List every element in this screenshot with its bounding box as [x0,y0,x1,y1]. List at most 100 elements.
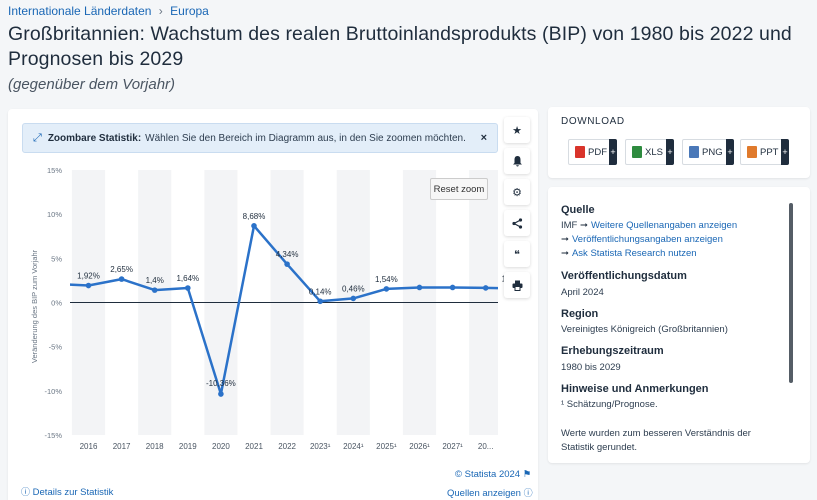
x-tick-label: 20... [478,442,494,451]
download-png-button[interactable]: PNG + [682,139,734,165]
data-point [383,286,390,292]
source-link-more[interactable]: IMF ➞ Weitere Quellenangaben anzeigen [561,220,737,231]
reset-zoom-button[interactable]: Reset zoom [430,178,488,200]
xls-file-icon [632,146,642,158]
notes-value-rounding: Werte wurden zum besseren Verständnis de… [561,428,751,453]
x-tick-label: 2022 [278,442,296,451]
details-link-label: Details zur Statistik [32,487,114,498]
chart-toolbar: ★ ⚙ ❝ [504,117,538,303]
y-axis-label: Veränderung des BIP zum Vorjahr [30,249,39,363]
info-card: Quelle IMF ➞ Weitere Quellenangaben anzei… [548,187,810,463]
zoom-banner-text: Wählen Sie den Bereich im Diagramm aus, … [145,132,466,144]
chart-area[interactable]: 15% 10% 5% 0% -5% -10% -15% Veränderung des BIP… [8,109,504,459]
data-label: -10,36% [206,379,236,388]
zoom-banner: ⤢ Zoombare Statistik: Wählen Sie den Ber… [22,123,498,153]
publication-value: April 2024 [561,287,604,298]
data-label: 2,65% [110,265,133,274]
data-label: 1,54% [375,275,398,284]
statista-credit[interactable]: © Statista 2024 ⚑ [455,469,532,480]
download-pdf-label: PDF [588,146,607,158]
print-icon[interactable] [504,272,530,298]
download-header: DOWNLOAD [561,116,625,127]
data-point [284,261,290,267]
download-xls-button[interactable]: XLS + [625,139,674,165]
gear-icon[interactable]: ⚙ [504,179,530,205]
bell-icon[interactable] [504,148,530,174]
region-heading: Region [561,308,599,320]
data-point [185,285,191,291]
y-tick-label: -15% [44,431,62,440]
x-tick-label: 2019 [179,442,197,451]
y-tick-label: 0% [51,299,62,308]
data-point [151,287,158,293]
download-xls-label: XLS [645,146,663,158]
region-value: Vereinigtes Königreich (Großbritannien) [561,324,728,335]
data-point [218,391,224,397]
source-link-more-label: Weitere Quellenangaben anzeigen [590,220,738,231]
info-circle-icon: ⓘ [21,487,31,497]
png-file-icon [689,146,699,158]
period-heading: Erhebungszeitraum [561,345,664,357]
chart-card: ⤢ Zoombare Statistik: Wählen Sie den Ber… [8,109,538,500]
x-tick-label: 2023¹ [310,442,331,451]
data-label: 1,64% [176,274,199,283]
breadcrumb-link-laenderdaten[interactable]: Internationale Länderdaten [8,4,152,18]
data-label: 8,68% [243,212,266,221]
info-scrollbar[interactable] [789,203,793,383]
details-link[interactable]: ⓘ Details zur Statistik [21,485,113,498]
info-circle-icon: ⓘ [523,488,533,498]
download-card: DOWNLOAD PDF + XLS + PNG + PPT + [548,107,810,178]
download-pdf-button[interactable]: PDF + [568,139,617,165]
data-point [449,284,456,291]
source-link-publication[interactable]: ➞ Veröffentlichungsangaben anzeigen [561,234,723,245]
publication-heading: Veröffentlichungsdatum [561,270,687,282]
data-label: 4,34% [276,250,299,259]
plus-icon: + [666,139,674,165]
sources-link[interactable]: Quellen anzeigen ⓘ [447,486,533,499]
data-label: 1,6% [502,274,504,283]
share-icon[interactable] [504,210,530,236]
y-tick-label: -5% [49,343,63,352]
arrow-right-icon: ➞ [580,220,588,231]
x-tick-label: 2027¹ [442,442,463,451]
breadcrumb: Internationale Länderdaten › Europa [8,4,209,18]
notes-value: ¹ Schätzung/Prognose. [561,399,658,410]
ppt-file-icon [747,146,757,158]
x-tick-label: 2017 [113,442,131,451]
page-title: Großbritannien: Wachstum des realen Brut… [8,23,792,70]
data-point [350,295,357,302]
x-tick-label: 2018 [146,442,164,451]
data-point [85,282,92,289]
y-tick-label: 5% [51,254,62,263]
notes-heading: Hinweise und Anmerkungen [561,383,709,395]
data-label: 1,4% [146,276,164,285]
breadcrumb-separator: › [158,4,163,18]
sources-link-label: Quellen anzeigen [447,488,521,499]
data-point [416,284,423,291]
breadcrumb-link-europa[interactable]: Europa [170,4,209,18]
y-tick-label: 10% [47,210,62,219]
star-icon[interactable]: ★ [504,117,530,143]
source-heading: Quelle [561,204,595,216]
data-point [317,298,324,305]
x-tick-label: 2020 [212,442,230,451]
arrow-right-icon: ➞ [561,234,569,245]
source-link-research[interactable]: ➞ Ask Statista Research nutzen [561,248,697,259]
period-value: 1980 bis 2029 [561,362,621,373]
quote-icon[interactable]: ❝ [504,241,530,267]
plus-icon: + [726,139,734,165]
close-icon[interactable]: × [480,132,487,144]
data-label: 0,14% [309,287,332,296]
download-png-label: PNG [702,146,723,158]
zoom-banner-title: Zoombare Statistik: [47,132,142,144]
x-tick-label: 2026¹ [409,442,430,451]
x-tick-label: 2021 [245,442,263,451]
plus-icon: + [781,139,789,165]
source-link-research-label: Ask Statista Research nutzen [571,248,697,259]
data-label: 1,92% [77,272,100,281]
download-ppt-button[interactable]: PPT + [740,139,789,165]
pdf-file-icon [575,146,585,158]
data-point [118,276,125,282]
arrow-right-icon: ➞ [561,248,569,259]
x-tick-label: 2016 [80,442,98,451]
